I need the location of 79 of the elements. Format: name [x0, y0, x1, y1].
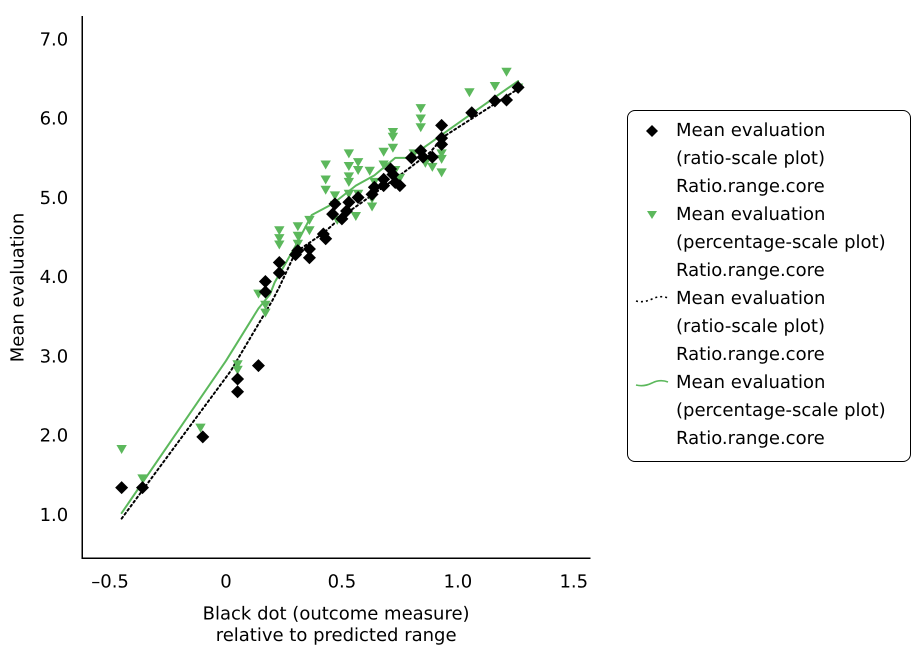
- point: [464, 88, 475, 98]
- y-tick-label: 4.0: [40, 267, 68, 288]
- point: [344, 178, 354, 187]
- point: [292, 232, 304, 241]
- point: [320, 186, 331, 195]
- y-tick-label: 5.0: [40, 188, 68, 209]
- point: [416, 104, 426, 114]
- point: [274, 240, 285, 250]
- point: [435, 118, 448, 132]
- point: [231, 385, 244, 398]
- point: [344, 149, 354, 158]
- point: [272, 256, 286, 270]
- legend-label: Mean evaluation (percentage-scale plot) Ratio.range.core: [676, 203, 887, 283]
- point: [404, 151, 418, 164]
- point: [232, 366, 243, 375]
- point: [196, 430, 210, 444]
- point: [378, 160, 389, 170]
- point: [320, 176, 331, 185]
- x-tick-label: 1.5: [559, 572, 588, 593]
- point: [416, 150, 430, 164]
- y-tick-label: 1.0: [40, 504, 68, 526]
- point: [436, 154, 447, 164]
- x-tick-label: 0: [220, 572, 232, 593]
- point: [388, 132, 398, 142]
- point: [501, 68, 512, 77]
- x-tick-label: –0.5: [91, 572, 129, 593]
- point: [426, 150, 439, 164]
- point: [260, 300, 271, 310]
- point: [272, 266, 286, 280]
- point: [304, 216, 315, 225]
- point: [335, 212, 348, 226]
- point: [328, 197, 342, 210]
- point: [490, 82, 500, 91]
- point: [352, 158, 364, 168]
- point: [352, 166, 364, 175]
- point: [137, 474, 148, 484]
- point: [320, 160, 331, 170]
- point: [340, 204, 354, 218]
- point: [488, 94, 502, 108]
- point: [115, 481, 128, 494]
- point: [388, 144, 398, 153]
- point: [231, 372, 244, 386]
- point: [512, 80, 525, 94]
- point: [436, 168, 447, 178]
- y-axis-title: Mean evaluation: [7, 212, 28, 362]
- x-axis-title: Black dot (outcome measure) relative to predicted range: [202, 603, 470, 646]
- point: [416, 123, 426, 132]
- point: [366, 202, 378, 212]
- y-tick-label: 7.0: [40, 29, 68, 50]
- point: [364, 166, 375, 176]
- point: [326, 208, 340, 221]
- point: [500, 94, 514, 107]
- point: [352, 191, 365, 204]
- legend-label: Mean evaluation (ratio-scale plot) Ratio.range.core: [676, 287, 826, 367]
- point: [252, 359, 265, 372]
- point: [116, 445, 127, 454]
- y-tick-label: 3.0: [40, 346, 68, 368]
- point: [465, 106, 478, 120]
- point: [304, 226, 315, 236]
- point: [274, 226, 285, 236]
- point: [136, 481, 150, 494]
- point: [344, 162, 354, 172]
- legend-label: Mean evaluation (percentage-scale plot) Ratio.range.core: [676, 371, 887, 451]
- point: [378, 148, 389, 157]
- point: [258, 275, 272, 288]
- point: [195, 424, 206, 433]
- point: [416, 114, 426, 124]
- x-tick-label: 0.5: [328, 572, 356, 593]
- point: [342, 196, 356, 209]
- point: [427, 162, 438, 172]
- legend-label: Mean evaluation (ratio-scale plot) Ratio.range.core: [676, 119, 826, 199]
- point: [292, 222, 304, 232]
- point: [350, 212, 362, 221]
- y-tick-label: 6.0: [40, 108, 68, 130]
- point: [260, 308, 271, 318]
- point: [302, 251, 316, 264]
- point: [258, 285, 272, 298]
- x-tick-label: 1.0: [444, 572, 472, 593]
- y-tick-label: 2.0: [40, 426, 68, 447]
